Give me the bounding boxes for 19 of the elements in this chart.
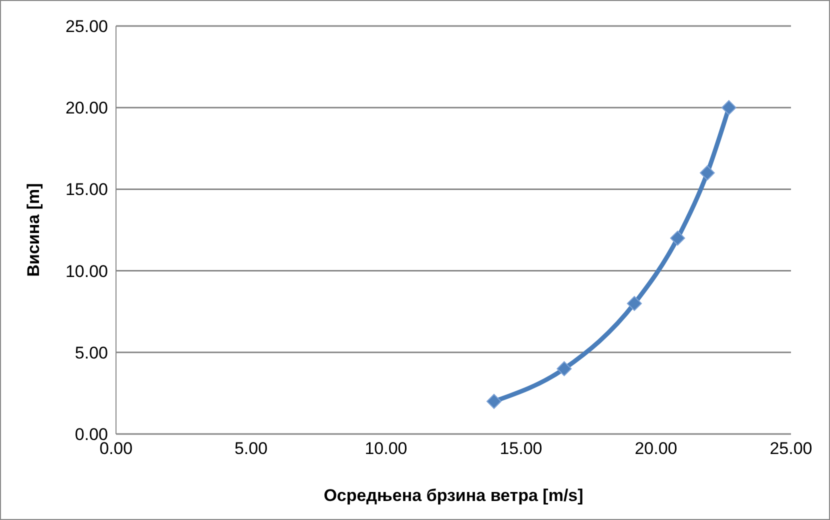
x-tick-label: 15.00 xyxy=(500,439,542,458)
point xyxy=(486,394,502,409)
point xyxy=(626,296,642,311)
x-tick-label: 10.00 xyxy=(364,439,408,458)
point xyxy=(670,230,686,246)
x-tick-label: 0.00 xyxy=(99,439,133,458)
x-tick-label: 5.00 xyxy=(234,439,268,458)
y-tick-label: 5.00 xyxy=(74,343,108,362)
y-tick-label: 15.00 xyxy=(65,180,108,200)
point xyxy=(721,100,736,116)
x-tick-label: 20.00 xyxy=(634,439,678,458)
y-tick-label: 25.00 xyxy=(65,17,108,36)
x-axis-title: Осредњена брзина ветра [m/s] xyxy=(324,486,584,505)
y-axis-title: Висина [m] xyxy=(24,183,44,277)
x-tick-label: 25.00 xyxy=(770,439,812,458)
y-tick-label: 10.00 xyxy=(65,262,108,281)
y-tick-label: 20.00 xyxy=(65,98,108,118)
point xyxy=(700,165,715,180)
point xyxy=(556,361,572,376)
